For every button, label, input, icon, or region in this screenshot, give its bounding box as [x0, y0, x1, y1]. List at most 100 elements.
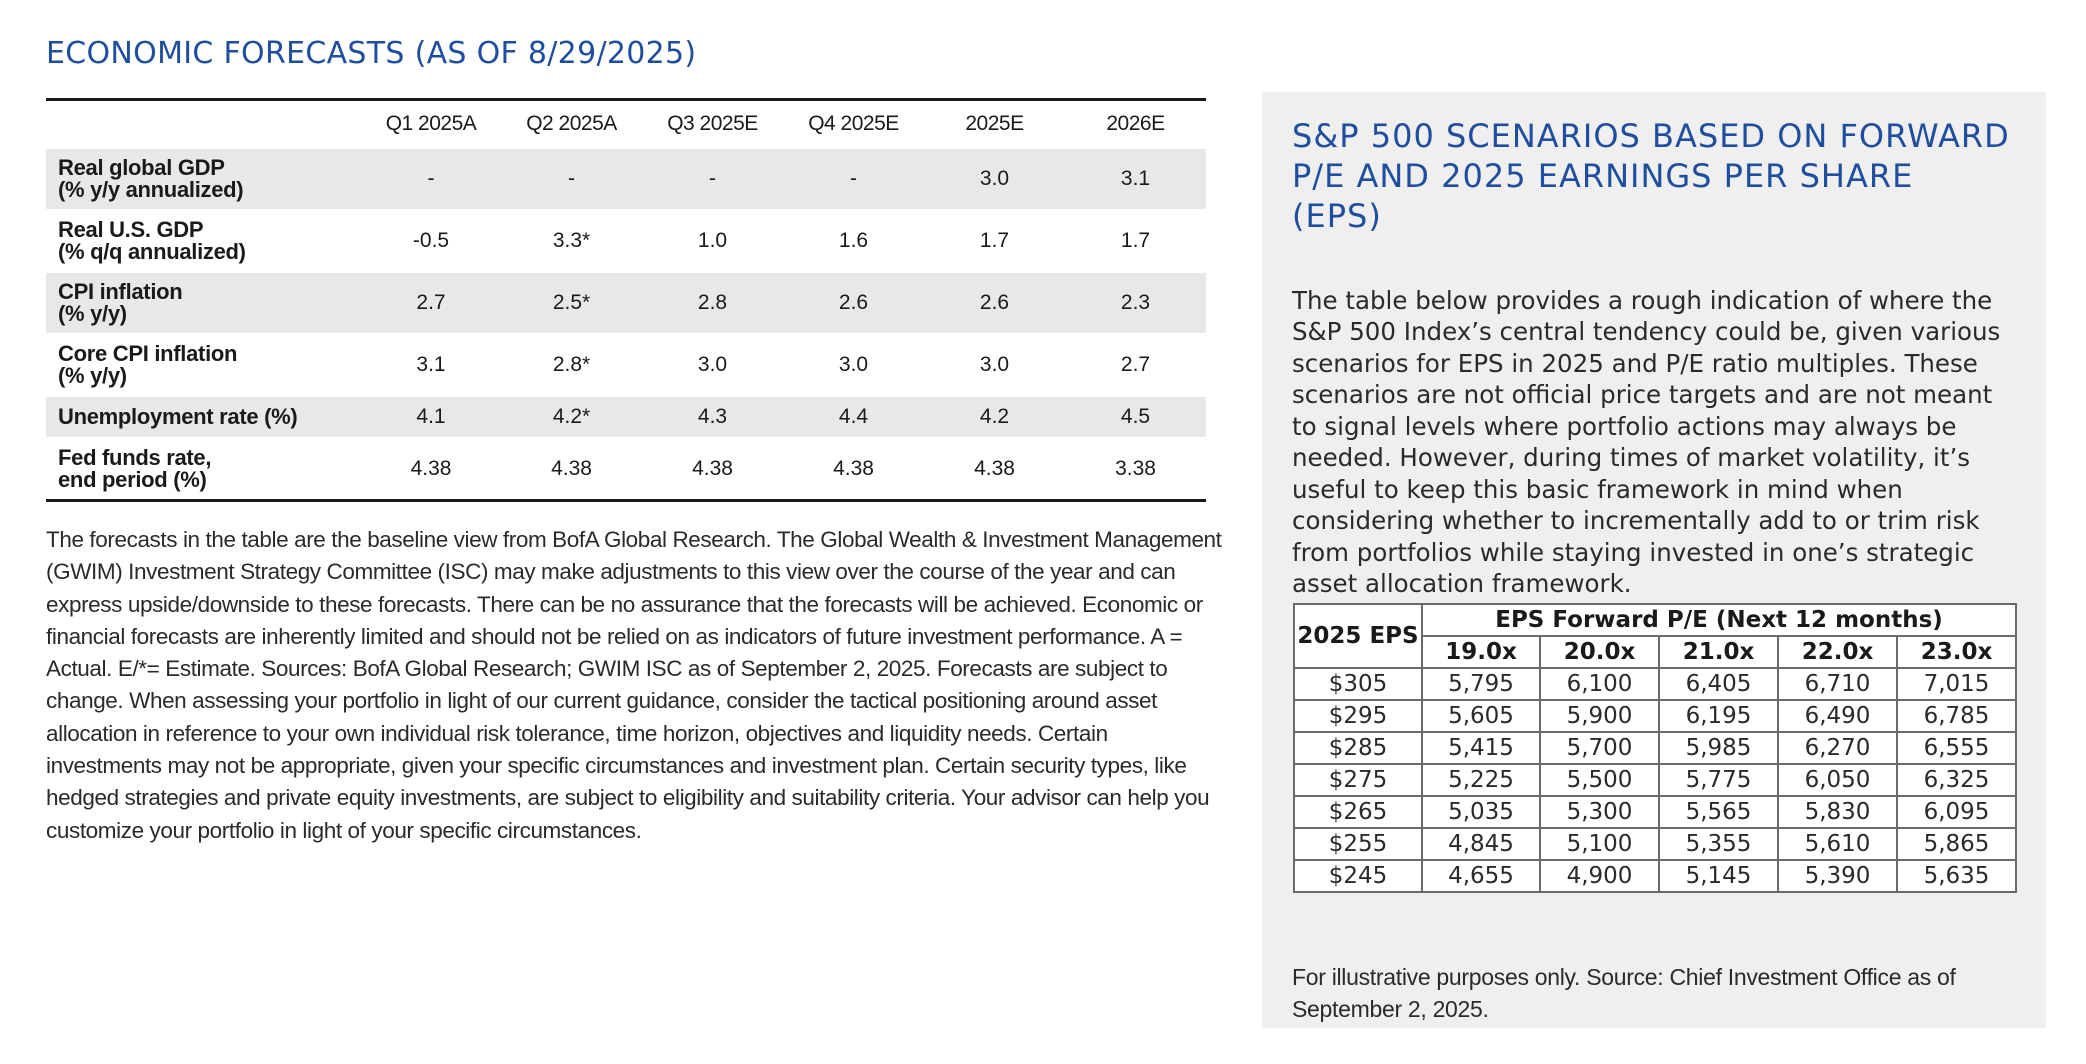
row-label-sub: (% q/q annualized) [58, 239, 246, 264]
row-label: Fed funds rate, end period (%) [46, 437, 361, 501]
index-level-cell: 6,050 [1777, 763, 1898, 797]
sp500-scenarios-title: S&P 500 SCENARIOS BASED ON FORWARD P/E A… [1292, 117, 2010, 235]
row-label-sub: end period (%) [58, 467, 207, 492]
eps-value: $275 [1293, 763, 1423, 797]
pe-column-header: 22.0x [1777, 635, 1898, 669]
index-level-cell: 5,100 [1539, 827, 1660, 861]
index-level-cell: 6,100 [1539, 667, 1660, 701]
column-header: Q4 2025E [808, 112, 899, 135]
index-level-cell: 6,710 [1777, 667, 1898, 701]
row-label-main: Core CPI inflation [58, 341, 238, 366]
table-cell: 3.0 [642, 333, 783, 396]
row-label: Real global GDP (% y/y annualized) [46, 147, 361, 210]
table-cell: -0.5 [361, 209, 501, 272]
table-row: Real global GDP (% y/y annualized) - - - … [46, 147, 1206, 210]
row-label: Core CPI inflation (% y/y) [46, 333, 361, 396]
table-row: Core CPI inflation (% y/y) 3.1 2.8* 3.0 3… [46, 333, 1206, 396]
table-cell: 4.2* [501, 395, 642, 438]
table-cell: - [783, 147, 924, 210]
pe-column-header: 23.0x [1895, 635, 2018, 669]
row-label-main: Real global GDP [58, 155, 225, 180]
table-cell: 2.3 [1065, 271, 1206, 334]
corner-header-cell [46, 100, 361, 149]
table-cell: 4.3 [642, 395, 783, 438]
index-level-cell: 5,635 [1895, 859, 2018, 893]
table-cell: 1.6 [783, 209, 924, 272]
column-header: 2026E [1106, 112, 1165, 135]
table-cell: 4.5 [1065, 395, 1206, 438]
index-level-cell: 6,555 [1895, 731, 2018, 765]
economic-forecasts-title: ECONOMIC FORECASTS (AS OF 8/29/2025) [46, 36, 697, 71]
pe-columns-row: 19.0x 20.0x 21.0x 22.0x 23.0x [1294, 635, 2018, 669]
table-cell: 2.8 [642, 271, 783, 334]
index-level-cell: 6,325 [1895, 763, 2018, 797]
table-cell: 1.0 [642, 209, 783, 272]
index-level-cell: 5,565 [1658, 795, 1779, 829]
row-label-sub: (% y/y) [58, 301, 127, 326]
eps-row: $245 4,655 4,900 5,145 5,390 5,635 [1293, 859, 2018, 893]
row-label-main: Unemployment rate (%) [58, 404, 298, 429]
table-cell: 3.1 [1065, 147, 1206, 210]
row-label: Real U.S. GDP (% q/q annualized) [46, 209, 361, 272]
index-level-cell: 5,900 [1539, 699, 1660, 733]
table-cell: - [501, 147, 642, 210]
table-row: CPI inflation (% y/y) 2.7 2.5* 2.8 2.6 2.… [46, 271, 1206, 334]
index-level-cell: 5,610 [1777, 827, 1898, 861]
pe-column-header: 19.0x [1421, 635, 1541, 669]
eps-row: $265 5,035 5,300 5,565 5,830 6,095 [1293, 795, 2018, 829]
table-cell: 2.7 [361, 271, 501, 334]
index-level-cell: 6,195 [1658, 699, 1779, 733]
economic-forecasts-table: Q1 2025A Q2 2025A Q3 2025E Q4 2025E 2025… [46, 98, 1206, 502]
table-cell: 1.7 [1065, 209, 1206, 272]
table-header-row: Q1 2025A Q2 2025A Q3 2025E Q4 2025E 2025… [46, 99, 1206, 149]
table-cell: 4.2 [924, 395, 1065, 438]
table-cell: 4.1 [361, 395, 501, 438]
table-cell: 1.7 [924, 209, 1065, 272]
index-level-cell: 6,270 [1777, 731, 1898, 765]
index-level-cell: 4,900 [1539, 859, 1660, 893]
pe-column-header: 20.0x [1539, 635, 1660, 669]
index-level-cell: 5,300 [1539, 795, 1660, 829]
index-level-cell: 5,415 [1421, 731, 1541, 765]
eps-group-header-row: 2025 EPS EPS Forward P/E (Next 12 months… [1293, 603, 2018, 669]
column-header: Q1 2025A [385, 112, 477, 135]
table-row: Fed funds rate, end period (%) 4.38 4.38 … [46, 437, 1206, 501]
eps-corner-header: 2025 EPS [1293, 603, 1423, 669]
index-level-cell: 5,795 [1421, 667, 1541, 701]
row-label-sub: (% y/y annualized) [58, 177, 244, 202]
table-cell: 3.0 [924, 147, 1065, 210]
index-level-cell: 6,785 [1895, 699, 2018, 733]
column-header: Q3 2025E [667, 112, 758, 135]
forecast-disclosure-text: The forecasts in the table are the basel… [46, 527, 1222, 843]
index-level-cell: 5,500 [1539, 763, 1660, 797]
column-header: Q2 2025A [526, 112, 617, 135]
pe-group-header: EPS Forward P/E (Next 12 months) [1420, 603, 2018, 637]
eps-value: $245 [1293, 859, 1423, 893]
index-level-cell: 5,985 [1658, 731, 1779, 765]
index-level-cell: 5,390 [1777, 859, 1898, 893]
eps-value: $285 [1293, 731, 1423, 765]
index-level-cell: 6,095 [1895, 795, 2018, 829]
index-level-cell: 5,865 [1895, 827, 2018, 861]
table-cell: 4.38 [361, 437, 501, 501]
index-level-cell: 5,145 [1658, 859, 1779, 893]
table-cell: 3.38 [1065, 437, 1206, 501]
table-cell: 3.0 [783, 333, 924, 396]
index-level-cell: 6,490 [1777, 699, 1898, 733]
index-level-cell: 7,015 [1895, 667, 2018, 701]
row-label: CPI inflation (% y/y) [46, 271, 361, 334]
index-level-cell: 4,845 [1421, 827, 1541, 861]
row-label-main: Real U.S. GDP [58, 217, 204, 242]
index-level-cell: 5,225 [1421, 763, 1541, 797]
eps-source-note: For illustrative purposes only. Source: … [1292, 964, 1956, 1022]
pe-column-header: 21.0x [1658, 635, 1779, 669]
eps-value: $305 [1293, 667, 1423, 701]
table-row: Unemployment rate (%) 4.1 4.2* 4.3 4.4 4… [46, 395, 1206, 438]
table-cell: 2.6 [924, 271, 1065, 334]
index-level-cell: 5,775 [1658, 763, 1779, 797]
eps-row: $255 4,845 5,100 5,355 5,610 5,865 [1293, 827, 2018, 861]
table-cell: 4.38 [924, 437, 1065, 501]
row-label-main: CPI inflation [58, 279, 183, 304]
eps-row: $305 5,795 6,100 6,405 6,710 7,015 [1293, 667, 2018, 701]
sp500-scenarios-panel: S&P 500 SCENARIOS BASED ON FORWARD P/E A… [1262, 92, 2046, 1028]
